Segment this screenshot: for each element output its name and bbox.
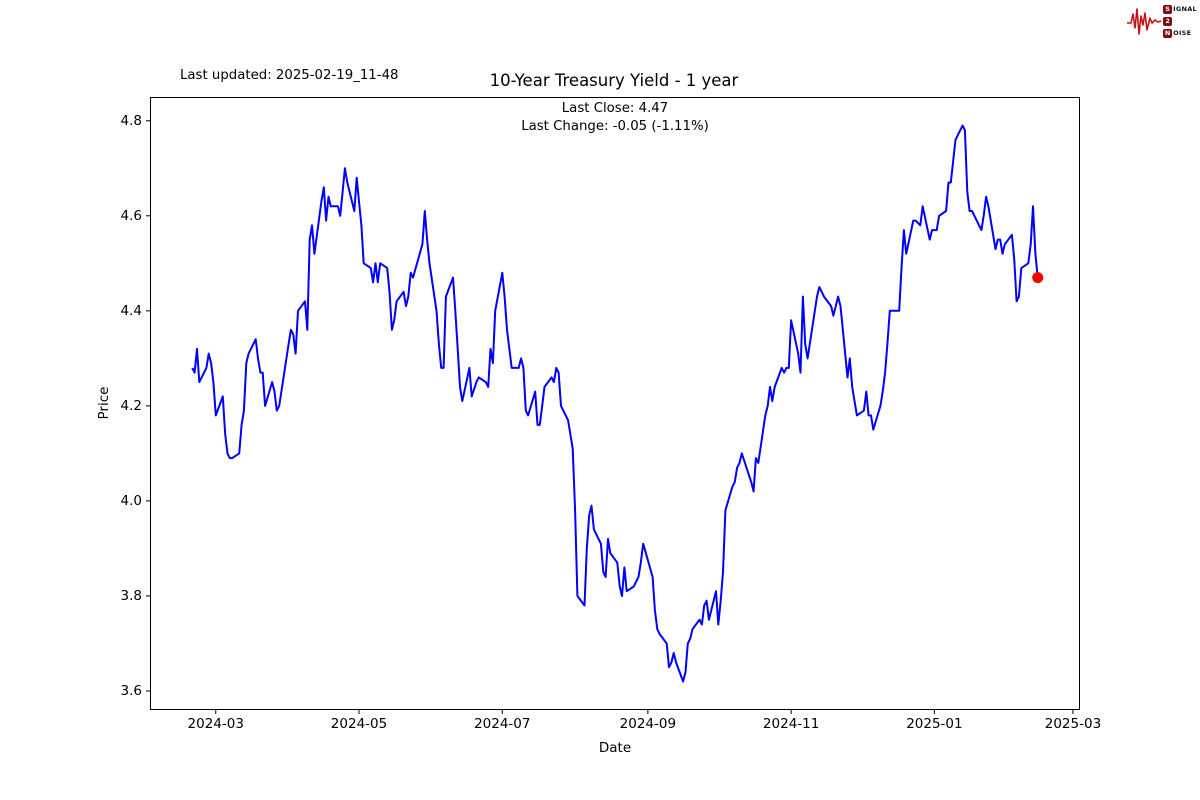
x-tick-label: 2024-07 <box>474 716 531 732</box>
x-tick-label: 2024-11 <box>762 716 820 732</box>
y-tick-label: 4.0 <box>120 492 142 509</box>
x-tick-label: 2024-05 <box>330 716 388 732</box>
y-tick-label: 4.4 <box>120 302 142 319</box>
last-updated-text: Last updated: 2025-02-19_11-48 <box>180 68 399 83</box>
y-tick-label: 3.6 <box>120 682 142 699</box>
signal2noise-logo: S IGNAL 2 N OISE <box>1127 3 1197 39</box>
logo-word-noise-rest: OISE <box>1173 29 1192 37</box>
logo-row-signal: S IGNAL <box>1163 4 1197 15</box>
last-close-subtitle: Last Close: 4.47 <box>561 101 669 116</box>
x-tick-label: 2025-01 <box>906 716 963 732</box>
y-tick-label: 3.8 <box>120 587 142 604</box>
logo-text: S IGNAL 2 N OISE <box>1163 4 1197 39</box>
last-change-subtitle: Last Change: -0.05 (-1.11%) <box>521 119 709 134</box>
ekg-waveform-icon <box>1127 8 1162 35</box>
logo-word-signal-rest: IGNAL <box>1173 5 1197 13</box>
x-tick-label: 2024-03 <box>187 716 244 732</box>
y-tick-label: 4.8 <box>120 112 142 129</box>
logo-letter-s: S <box>1163 4 1173 14</box>
x-axis-label: Date <box>598 740 632 756</box>
y-tick-label: 4.6 <box>120 207 142 224</box>
logo-letter-2: 2 <box>1163 16 1173 26</box>
logo-letter-n: N <box>1163 28 1173 38</box>
x-tick-label: 2025-03 <box>1044 716 1102 732</box>
plot-area: Last Close: 4.47 Last Change: -0.05 (-1.… <box>150 97 1080 710</box>
logo-row-2: 2 <box>1163 16 1197 27</box>
x-tick-label: 2024-09 <box>619 716 677 732</box>
logo-row-noise: N OISE <box>1163 28 1197 39</box>
page-title: 10-Year Treasury Yield - 1 year <box>489 71 739 90</box>
y-tick-label: 4.2 <box>120 397 142 414</box>
